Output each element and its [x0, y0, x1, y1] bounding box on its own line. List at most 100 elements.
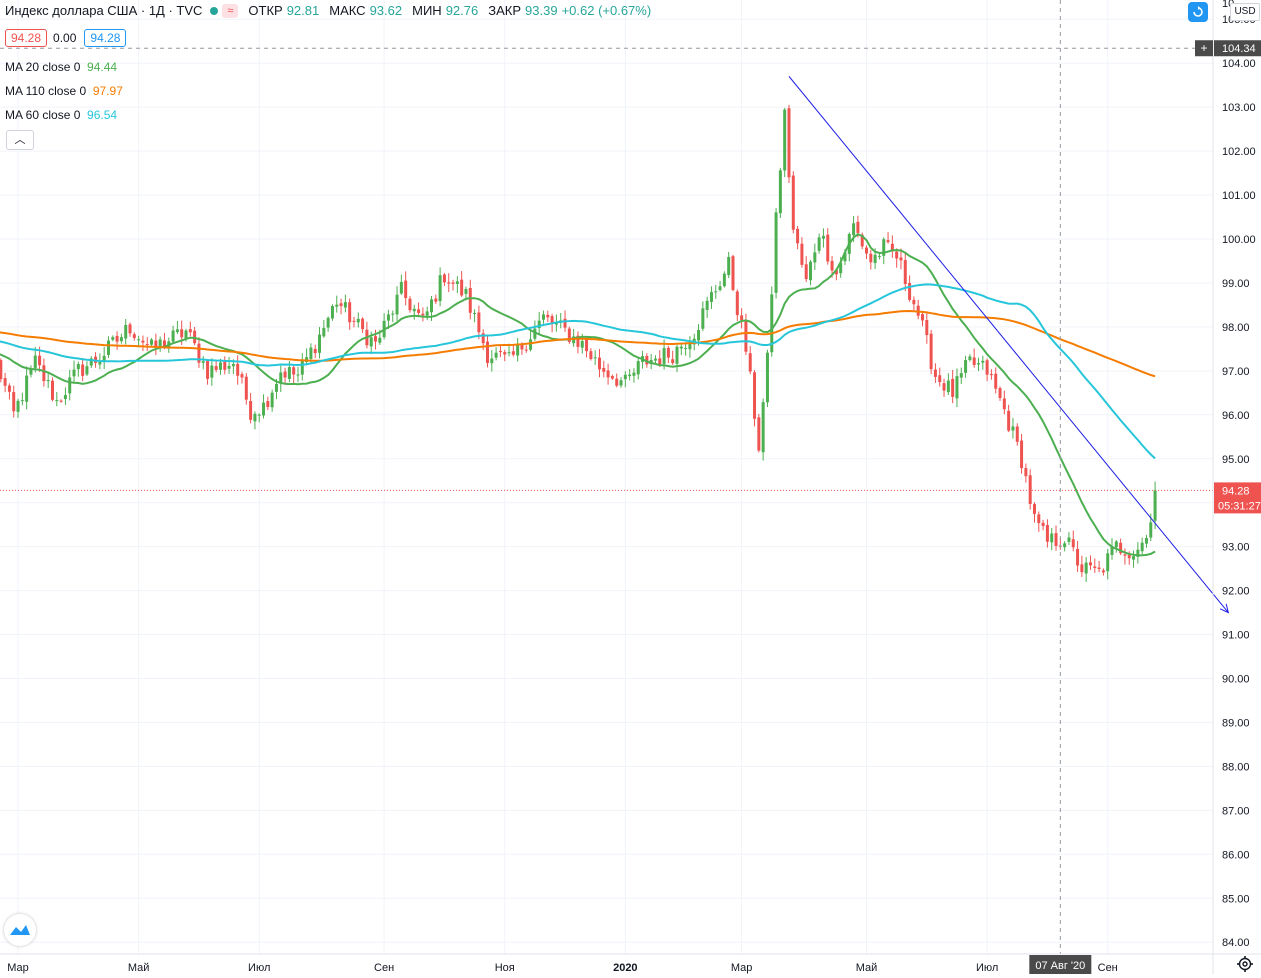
- open-label: ОТКР: [248, 3, 283, 18]
- candle-body: [111, 337, 115, 340]
- candle-body: [701, 308, 705, 329]
- price-tick-label: 97.00: [1222, 366, 1250, 378]
- candle-body: [339, 303, 343, 307]
- gear-icon[interactable]: [1236, 955, 1254, 973]
- candle-body: [240, 374, 244, 378]
- candle-body: [455, 281, 459, 284]
- ma-line: [0, 233, 1156, 557]
- candle-body: [645, 355, 649, 365]
- candle-body: [335, 304, 339, 307]
- candle-body: [227, 365, 231, 369]
- candle-body: [1028, 475, 1032, 504]
- price-tick-label: 91.00: [1222, 630, 1250, 642]
- ask-box[interactable]: 94.28: [84, 29, 127, 47]
- indicator-ma20[interactable]: MA 20 close 0 94.44: [5, 60, 117, 74]
- crosshair-price-label: 104.34: [1222, 43, 1256, 55]
- candle-body: [1144, 537, 1148, 544]
- candle-body: [412, 308, 416, 312]
- candle-body: [210, 365, 214, 378]
- tradingview-logo-icon[interactable]: [4, 914, 36, 946]
- wave-approx-icon: ≈: [222, 3, 239, 18]
- candle-body: [951, 378, 955, 397]
- close-value: 93.39: [525, 3, 558, 18]
- candle-body: [1132, 556, 1136, 560]
- candle-body: [511, 351, 515, 355]
- indicator-label: MA 20 close 0: [5, 60, 81, 74]
- indicator-value: 96.54: [87, 108, 118, 122]
- change-value: +0.62 (+0.67%): [561, 3, 652, 18]
- candle-body: [1080, 564, 1084, 573]
- candle-body: [903, 260, 907, 284]
- candle-body: [981, 360, 985, 363]
- candle-body: [1088, 562, 1092, 566]
- candle-body: [895, 251, 899, 259]
- time-tick-label: 2020: [613, 962, 637, 974]
- candle-body: [132, 334, 136, 339]
- trendline[interactable]: [788, 76, 1230, 614]
- candle-body: [102, 355, 106, 362]
- candle-body: [985, 360, 989, 375]
- currency-label[interactable]: USD: [1230, 3, 1260, 21]
- crosshair-date-tag: [1029, 955, 1092, 974]
- time-tick-label: Ноя: [495, 962, 515, 974]
- candle-body: [33, 355, 37, 368]
- candle-body: [438, 275, 442, 302]
- price-tick-label: 102.00: [1222, 146, 1256, 158]
- candle-body: [1024, 468, 1028, 477]
- candle-body: [29, 368, 33, 375]
- candle-body: [658, 358, 662, 365]
- candle-body: [378, 337, 382, 343]
- indicator-ma110[interactable]: MA 110 close 0 97.97: [5, 84, 123, 98]
- symbol-title[interactable]: Индекс доллара США · 1Д · TVC: [5, 3, 203, 18]
- candle-body: [3, 378, 7, 386]
- candle-body: [1140, 542, 1144, 552]
- indicator-value: 97.97: [92, 84, 123, 98]
- candle-body: [989, 374, 993, 376]
- indicator-ma60[interactable]: MA 60 close 0 96.54: [5, 108, 117, 122]
- open-value: 92.81: [286, 3, 320, 18]
- candle-body: [826, 234, 830, 262]
- candle-body: [705, 300, 709, 310]
- candle-body: [1037, 514, 1041, 524]
- crosshair-date-label: 07 Авг '20: [1035, 960, 1085, 972]
- arrow-head-icon: [1219, 603, 1230, 614]
- bid-box[interactable]: 94.28: [5, 29, 48, 47]
- candle-body: [158, 339, 162, 347]
- candle-body: [162, 340, 166, 348]
- candle-body: [369, 337, 373, 347]
- candle-body: [778, 170, 782, 214]
- candle-body: [972, 357, 976, 365]
- candle-body: [184, 330, 188, 339]
- candle-body: [942, 383, 946, 391]
- candle-body: [425, 311, 429, 316]
- candle-body: [921, 314, 925, 321]
- candle-body: [115, 335, 119, 342]
- candle-body: [348, 302, 352, 323]
- add-plus-button: [1195, 40, 1213, 57]
- candle-body: [1071, 539, 1075, 548]
- candle-body: [615, 378, 619, 386]
- candle-body: [722, 273, 726, 287]
- bid-ask-row: 94.28 0.00 94.28: [5, 29, 132, 47]
- candle-body: [1106, 553, 1110, 572]
- price-axis[interactable]: 84.00 85.00 86.00 87.00 88.00 89.00 90.00 91.00…: [1195, 0, 1261, 974]
- time-axis[interactable]: Мар Май Июл Сен Ноя 2020 Мар Май Июл Сен 07 Авг '2…: [0, 953, 1261, 974]
- last-price-tag: [1214, 482, 1261, 514]
- candle-body: [843, 252, 847, 262]
- candle-body: [279, 372, 283, 384]
- price-tick-label: 98.00: [1222, 322, 1250, 334]
- trendline-segment: [788, 76, 1229, 613]
- candle-body: [1020, 440, 1024, 469]
- candle-body: [417, 309, 421, 313]
- candle-body: [300, 360, 304, 375]
- collapse-legend-button[interactable]: ︿: [6, 130, 34, 150]
- candle-body: [1067, 537, 1071, 542]
- candle-body: [266, 401, 270, 407]
- candle-body: [76, 364, 80, 370]
- candle-body: [744, 320, 748, 352]
- auto-scale-button[interactable]: [1188, 2, 1208, 22]
- candle-body: [636, 361, 640, 375]
- candle-body: [25, 375, 29, 402]
- candle-body: [589, 351, 593, 360]
